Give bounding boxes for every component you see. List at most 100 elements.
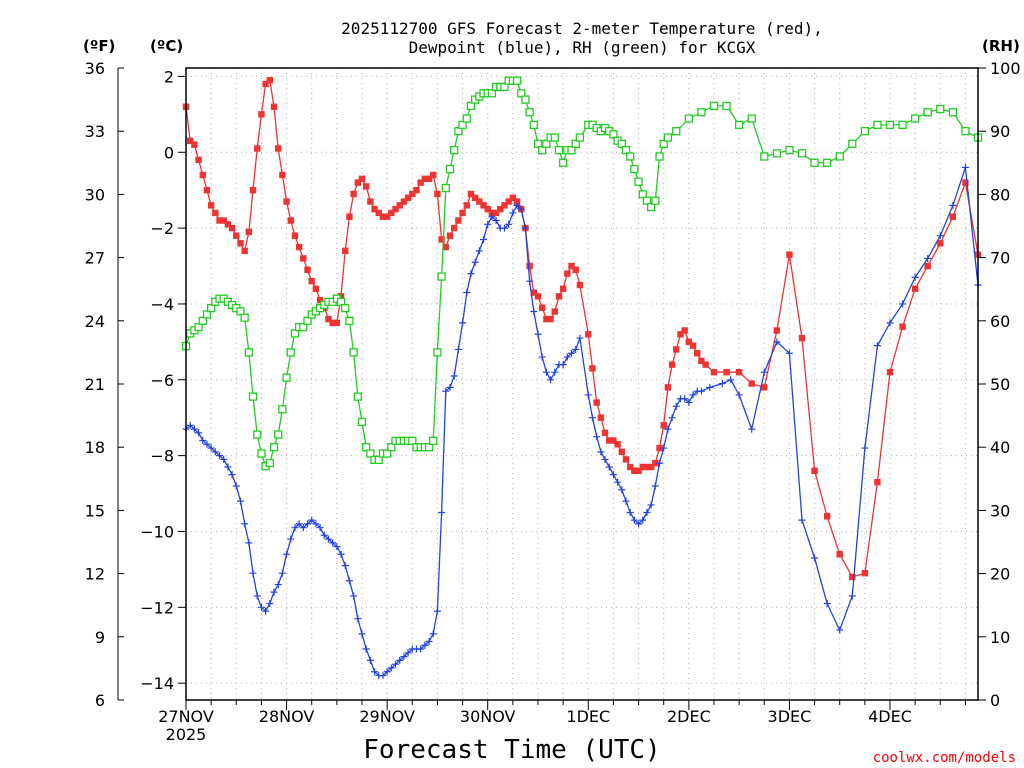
dewpoint-point — [350, 592, 358, 600]
dewpoint-point — [291, 524, 299, 532]
dewpoint-point — [199, 436, 207, 444]
dewpoint-point — [220, 455, 228, 463]
fahrenheit-tick-label: 24 — [85, 312, 105, 331]
rh-point — [269, 443, 279, 452]
dewpoint-point — [241, 520, 249, 528]
temperature-point — [367, 198, 374, 205]
temperature-point — [547, 315, 554, 323]
rh-point — [885, 120, 895, 130]
dewpoint-point — [643, 509, 651, 517]
dewpoint-point — [727, 376, 735, 384]
temperature-point — [450, 224, 458, 232]
dewpoint-point — [421, 641, 429, 649]
dewpoint-point — [924, 254, 932, 262]
temperature-point — [371, 205, 378, 213]
temperature-point — [258, 111, 265, 118]
temperature-point — [497, 205, 504, 213]
dewpoint-point — [718, 380, 726, 388]
temperature-point — [220, 217, 227, 224]
dewpoint-point — [333, 543, 341, 551]
x-tick-label: 29NOV — [359, 707, 415, 726]
temperature-point — [400, 198, 408, 205]
temperature-point — [207, 202, 215, 209]
rh-point — [429, 436, 438, 446]
temperature-point — [823, 513, 831, 520]
temperature-point — [388, 209, 395, 217]
dewpoint-point — [467, 270, 475, 278]
rh-point — [458, 120, 467, 130]
fahrenheit-tick-label: 18 — [85, 438, 105, 457]
temperature-point — [375, 209, 382, 217]
dewpoint-point — [576, 334, 584, 342]
celsius-tick-label: 0 — [164, 143, 174, 162]
rh-point — [240, 313, 249, 322]
dewpoint-point — [278, 569, 286, 577]
rh-point — [621, 146, 631, 155]
dewpoint-point — [500, 224, 508, 232]
temperature-point — [476, 198, 483, 205]
rh-point — [567, 146, 576, 155]
rh-point — [575, 133, 585, 142]
temperature-point — [861, 569, 869, 577]
rh-point — [936, 104, 945, 114]
dewpoint-point — [366, 656, 374, 664]
temperature-point — [459, 209, 466, 217]
temperature-point — [463, 202, 470, 209]
rh-point — [638, 190, 647, 199]
dewpoint-point — [274, 581, 282, 589]
fahrenheit-tick-label: 12 — [85, 565, 105, 584]
rh-point — [236, 307, 245, 316]
dewpoint-point — [324, 535, 332, 543]
dewpoint-point — [480, 235, 488, 243]
temperature-point — [694, 350, 701, 357]
temperature-point — [564, 270, 571, 277]
rh-point — [194, 322, 203, 332]
dewpoint-point — [618, 486, 626, 494]
dewpoint-point — [521, 224, 529, 232]
temperature-point — [471, 194, 479, 201]
rh-point — [437, 272, 446, 281]
temperature-point — [702, 361, 709, 368]
rh-point — [345, 316, 354, 325]
temperature-point — [635, 467, 642, 475]
chart-title-line2: Dewpoint (blue), RH (green) for KCGX — [409, 38, 756, 57]
dewpoint-point — [262, 607, 270, 615]
dewpoint-point — [647, 501, 655, 509]
rh-point — [450, 146, 459, 155]
dewpoint-point — [538, 353, 546, 361]
temperature-point — [551, 308, 558, 315]
dewpoint-point — [304, 520, 312, 528]
rh-point — [274, 430, 283, 439]
temperature-point — [505, 198, 512, 205]
series-layer — [181, 76, 983, 680]
temperature-point — [233, 232, 240, 239]
rh-point — [910, 114, 920, 123]
dewpoint-point — [505, 220, 513, 228]
rh-point — [651, 196, 660, 205]
dewpoint-point — [207, 444, 215, 452]
temperature-point — [203, 186, 211, 194]
dewpoint-point — [216, 452, 224, 460]
dewpoint-point — [400, 653, 408, 661]
temperature-point — [526, 262, 533, 270]
celsius-tick-label: −12 — [140, 598, 174, 617]
temperature-point — [589, 365, 596, 372]
dewpoint-point — [911, 273, 919, 281]
temperature-point — [748, 380, 755, 387]
temperature-point — [291, 232, 299, 239]
dewpoint-point — [224, 463, 232, 471]
fahrenheit-tick-label: 36 — [85, 59, 105, 78]
temperature-point — [614, 441, 621, 448]
dewpoint-point — [685, 399, 693, 407]
dewpoint-point — [429, 630, 437, 638]
rh-point — [466, 101, 476, 111]
rh-point — [533, 139, 543, 148]
dewpoint-point — [597, 448, 605, 456]
dewpoint-point — [463, 289, 471, 297]
celsius-unit-label: (ºC) — [150, 37, 183, 55]
temperature-point — [413, 186, 420, 194]
dewpoint-point — [341, 562, 349, 570]
dewpoint-point — [773, 338, 781, 346]
temperature-point — [622, 456, 630, 463]
dewpoint-point — [471, 258, 479, 266]
